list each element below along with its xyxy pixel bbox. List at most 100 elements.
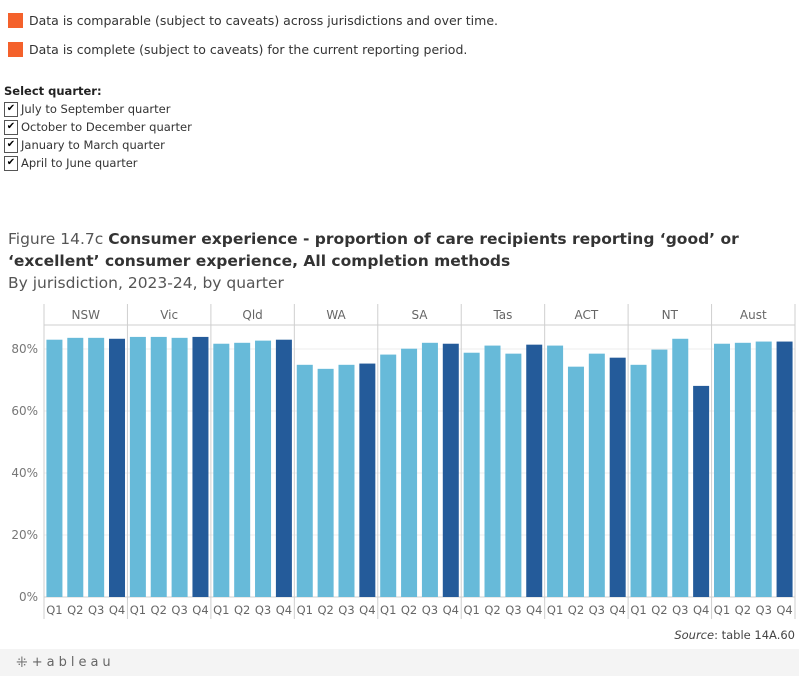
y-tick-label: 0%: [19, 590, 38, 604]
y-tick-label: 60%: [11, 404, 38, 418]
bar: [609, 357, 626, 597]
x-tick-label: Q1: [714, 603, 730, 617]
filter-option-label[interactable]: October to December quarter: [21, 120, 192, 134]
source-text: : table 14A.60: [714, 628, 795, 642]
bar: [317, 368, 334, 597]
bar: [776, 341, 793, 597]
filter-title: Select quarter:: [4, 84, 102, 98]
x-tick-label: Q3: [338, 603, 354, 617]
filter-option-oct-dec[interactable]: ✔ October to December quarter: [4, 118, 192, 136]
y-tick-label: 20%: [11, 528, 38, 542]
x-tick-label: Q1: [463, 603, 479, 617]
bar-chart: 0% 20% 40% 60% 80% NSW Q1 Q2 Q3 Q4 Vic Q1 Q2 Q3 Q4 Qld Q…: [11, 304, 796, 619]
x-tick-label: Q4: [609, 603, 625, 617]
x-tick-label: Q2: [735, 603, 751, 617]
legend-text: Data is comparable (subject to caveats) …: [29, 12, 498, 28]
x-tick-label: Q2: [151, 603, 167, 617]
panel-header-label: WA: [326, 308, 346, 322]
checkbox[interactable]: ✔: [4, 137, 18, 153]
bar: [421, 342, 438, 597]
checkbox[interactable]: ✔: [4, 101, 18, 117]
y-tick-label: 80%: [11, 342, 38, 356]
bar: [296, 364, 313, 597]
filter-option-label[interactable]: January to March quarter: [21, 138, 165, 152]
bar: [713, 343, 730, 597]
panel-header-label: ACT: [575, 308, 599, 322]
bar: [359, 363, 376, 597]
x-tick-label: Q2: [317, 603, 333, 617]
x-tick-label: Q2: [568, 603, 584, 617]
bar: [171, 337, 188, 597]
source-label: Source: [674, 628, 715, 642]
x-tick-label: Q2: [234, 603, 250, 617]
bar: [588, 353, 605, 597]
x-tick-label: Q1: [380, 603, 396, 617]
checkmark-icon: ✔: [6, 121, 16, 132]
filter-option-apr-jun[interactable]: ✔ April to June quarter: [4, 154, 192, 172]
x-tick-label: Q4: [693, 603, 709, 617]
bar: [213, 343, 230, 597]
x-tick-label: Q4: [359, 603, 375, 617]
x-tick-label: Q4: [276, 603, 292, 617]
x-tick-label: Q1: [630, 603, 646, 617]
x-tick-label: Q4: [443, 603, 459, 617]
gridlines: [44, 348, 795, 536]
panel-header-label: SA: [411, 308, 428, 322]
filter-option-label[interactable]: April to June quarter: [21, 156, 138, 170]
bar: [380, 354, 397, 597]
x-tick-label: Q3: [255, 603, 271, 617]
x-tick-label: Q2: [651, 603, 667, 617]
panel-frames: [43, 304, 796, 619]
panel-header-label: Aust: [740, 308, 767, 322]
tableau-wordmark: +ableau: [31, 655, 115, 670]
x-tick-label: Q1: [46, 603, 62, 617]
legend-text: Data is complete (subject to caveats) fo…: [29, 41, 468, 57]
bar: [651, 349, 668, 597]
bar: [463, 352, 480, 597]
x-tick-label: Q1: [547, 603, 563, 617]
tableau-mark-icon: ⁜: [16, 654, 28, 671]
bar: [567, 366, 584, 597]
chart-title: Figure 14.7c Consumer experience - propo…: [8, 228, 788, 272]
x-tick-label: Q4: [192, 603, 208, 617]
bar: [338, 364, 355, 597]
bar: [88, 337, 105, 597]
bar: [442, 343, 459, 597]
source-note: Source: table 14A.60: [674, 628, 795, 642]
x-tick-label: Q1: [130, 603, 146, 617]
filter-option-jul-sep[interactable]: ✔ July to September quarter: [4, 100, 192, 118]
checkbox[interactable]: ✔: [4, 155, 18, 171]
axis-labels: 0% 20% 40% 60% 80% NSW Q1 Q2 Q3 Q4 Vic Q1 Q2 Q3 Q4 Qld Q…: [11, 308, 792, 617]
bar: [46, 339, 63, 597]
x-tick-label: Q3: [672, 603, 688, 617]
x-tick-label: Q4: [776, 603, 792, 617]
bar: [672, 338, 689, 597]
filter-option-label[interactable]: July to September quarter: [21, 102, 171, 116]
bar: [484, 345, 501, 597]
x-tick-label: Q1: [297, 603, 313, 617]
checkmark-icon: ✔: [6, 103, 16, 114]
bar: [526, 344, 543, 597]
tableau-logo[interactable]: ⁜ +ableau: [16, 655, 115, 671]
panel-header-label: Tas: [492, 308, 512, 322]
bar: [150, 336, 167, 597]
x-tick-label: Q3: [505, 603, 521, 617]
checkbox[interactable]: ✔: [4, 119, 18, 135]
chart-subtitle: By jurisdiction, 2023-24, by quarter: [8, 274, 284, 292]
x-tick-label: Q4: [526, 603, 542, 617]
x-tick-label: Q3: [422, 603, 438, 617]
bar: [693, 385, 710, 597]
bar: [401, 348, 418, 597]
x-tick-label: Q2: [401, 603, 417, 617]
filter-option-jan-mar[interactable]: ✔ January to March quarter: [4, 136, 192, 154]
bar: [547, 345, 564, 597]
x-tick-label: Q4: [109, 603, 125, 617]
legend-item-complete: Data is complete (subject to caveats) fo…: [8, 41, 467, 57]
tableau-footer: ⁜ +ableau: [0, 649, 799, 676]
checkmark-icon: ✔: [6, 139, 16, 150]
x-tick-label: Q3: [756, 603, 772, 617]
chart-main-title: Consumer experience - proportion of care…: [8, 230, 739, 270]
y-tick-label: 40%: [11, 466, 38, 480]
x-tick-label: Q3: [171, 603, 187, 617]
bar: [255, 340, 272, 597]
